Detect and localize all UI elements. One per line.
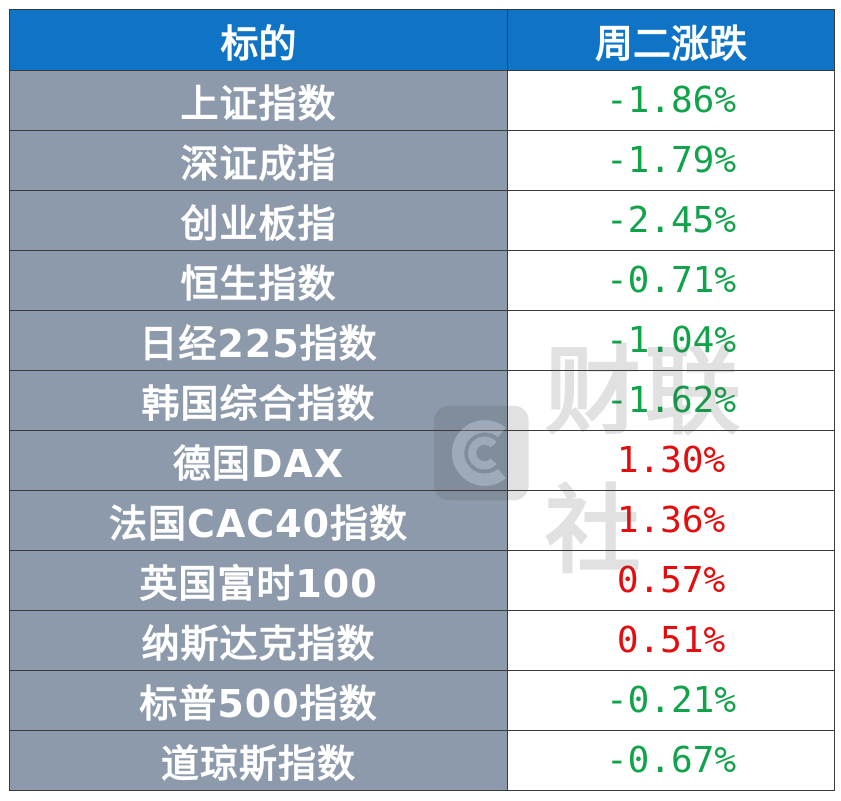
table-row: 道琼斯指数 -0.67% — [9, 730, 835, 791]
table-row: 标普500指数 -0.21% — [9, 670, 835, 731]
table-row: 纳斯达克指数 0.51% — [9, 610, 835, 671]
header-instrument: 标的 — [9, 9, 508, 71]
index-change: 1.36% — [507, 490, 835, 551]
index-change: -1.62% — [507, 370, 835, 431]
index-name: 深证成指 — [9, 130, 508, 191]
index-change: -0.21% — [507, 670, 835, 731]
index-name: 标普500指数 — [9, 670, 508, 731]
index-change: -1.86% — [507, 70, 835, 131]
table-header: 标的 周二涨跌 — [9, 9, 835, 71]
index-name: 恒生指数 — [9, 250, 508, 311]
index-name: 德国DAX — [9, 430, 508, 491]
table-row: 英国富时100 0.57% — [9, 550, 835, 611]
table-row: 法国CAC40指数 1.36% — [9, 490, 835, 551]
index-change: -0.71% — [507, 250, 835, 311]
index-name: 法国CAC40指数 — [9, 490, 508, 551]
table-row: 韩国综合指数 -1.62% — [9, 370, 835, 431]
index-name: 日经225指数 — [9, 310, 508, 371]
index-name: 英国富时100 — [9, 550, 508, 611]
index-name: 道琼斯指数 — [9, 730, 508, 791]
table-row: 恒生指数 -0.71% — [9, 250, 835, 311]
index-change: 0.57% — [507, 550, 835, 611]
index-change: -2.45% — [507, 190, 835, 251]
table-row: 上证指数 -1.86% — [9, 70, 835, 131]
index-change: -1.04% — [507, 310, 835, 371]
index-change: -0.67% — [507, 730, 835, 791]
index-change: 0.51% — [507, 610, 835, 671]
index-name: 纳斯达克指数 — [9, 610, 508, 671]
index-name: 韩国综合指数 — [9, 370, 508, 431]
table-row: 创业板指 -2.45% — [9, 190, 835, 251]
index-name: 上证指数 — [9, 70, 508, 131]
market-change-table: 标的 周二涨跌 上证指数 -1.86% 深证成指 -1.79% 创业板指 -2.… — [9, 9, 835, 791]
index-change: -1.79% — [507, 130, 835, 191]
table-row: 德国DAX 1.30% — [9, 430, 835, 491]
table-body: 上证指数 -1.86% 深证成指 -1.79% 创业板指 -2.45% 恒生指数… — [9, 70, 835, 791]
table-row: 深证成指 -1.79% — [9, 130, 835, 191]
index-name: 创业板指 — [9, 190, 508, 251]
index-change: 1.30% — [507, 430, 835, 491]
header-row: 标的 周二涨跌 — [9, 9, 835, 71]
header-tuesday-change: 周二涨跌 — [507, 9, 835, 71]
table-row: 日经225指数 -1.04% — [9, 310, 835, 371]
